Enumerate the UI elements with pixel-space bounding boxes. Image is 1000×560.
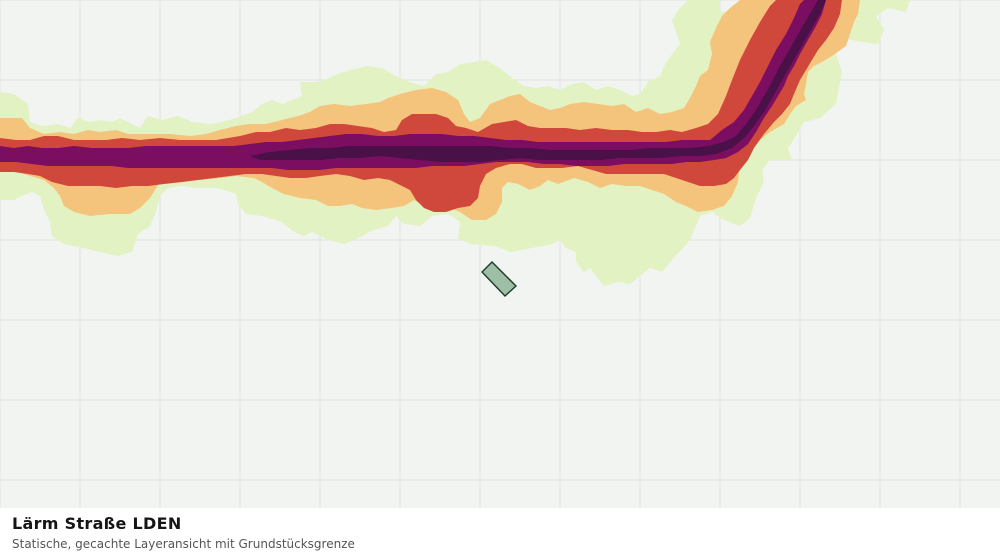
parcel-boundary[interactable]	[481, 261, 518, 297]
map-caption: Lärm Straße LDEN Statische, gecachte Lay…	[0, 508, 1000, 560]
noise-map	[0, 0, 1000, 508]
layer-subtitle: Statische, gecachte Layeransicht mit Gru…	[12, 537, 355, 551]
map-canvas[interactable]	[0, 0, 1000, 508]
layer-title: Lärm Straße LDEN	[12, 514, 182, 533]
noise-band-level-4	[0, 0, 826, 170]
